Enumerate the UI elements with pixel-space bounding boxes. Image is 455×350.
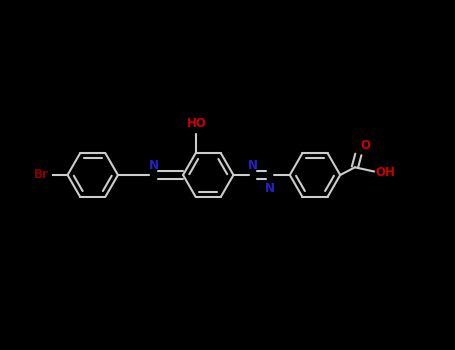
Text: N: N (265, 182, 275, 195)
Text: OH: OH (375, 166, 395, 179)
Text: HO: HO (187, 118, 206, 131)
Text: O: O (360, 139, 370, 152)
Text: Br: Br (34, 168, 49, 181)
Text: N: N (149, 159, 159, 172)
Text: N: N (248, 159, 258, 172)
